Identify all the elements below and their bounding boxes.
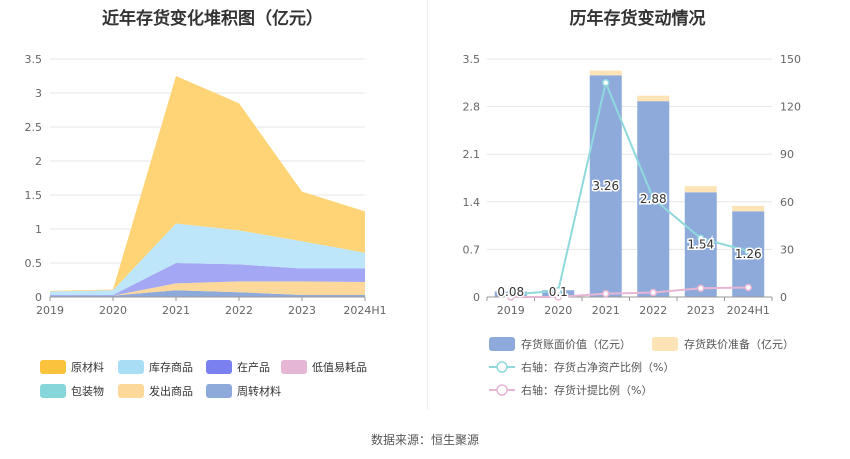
left-x-tick-label: 2022 — [225, 304, 253, 317]
left-x-tick-label: 2021 — [162, 304, 190, 317]
line-point-0 — [697, 234, 705, 243]
source-note: 数据来源：恒生聚源 — [370, 433, 479, 447]
legend-swatch-周转材料 — [206, 384, 232, 398]
line-point-1 — [649, 288, 657, 297]
left-x-tick-label: 2023 — [288, 304, 316, 317]
legend-marker-0 — [496, 361, 508, 373]
legend-label-impairment: 存货跌价准备（亿元） — [684, 337, 794, 351]
bar-data-label: 0.08 — [497, 285, 524, 299]
legend-label-发出商品: 发出商品 — [149, 384, 193, 398]
bar-impairment — [684, 186, 717, 193]
left-y-tick-label: 1 — [35, 223, 42, 236]
line-point-1 — [744, 283, 752, 292]
right-x-tick-label: 2024H1 — [727, 304, 770, 317]
right-y-right-tick-label: 90 — [780, 148, 794, 161]
left-x-tick-label: 2024H1 — [343, 304, 386, 317]
right-x-tick-label: 2021 — [592, 304, 620, 317]
line-point-1 — [602, 289, 610, 298]
legend-label-line-1: 右轴：存货计提比例（%） — [521, 383, 652, 397]
bar-impairment — [589, 70, 622, 76]
left-x-tick-label: 2019 — [36, 304, 64, 317]
panel-divider — [427, 0, 428, 410]
right-y-right-tick-label: 30 — [780, 243, 794, 256]
right-x-tick-label: 2023 — [687, 304, 715, 317]
bar-data-label: 3.26 — [592, 179, 619, 193]
bar-impairment — [637, 95, 670, 102]
line-point-0 — [649, 194, 657, 203]
legend-marker-1 — [496, 384, 508, 396]
line-point-0 — [744, 247, 752, 255]
line-point-0 — [602, 79, 610, 87]
legend-label-book-value: 存货账面价值（亿元） — [521, 337, 631, 351]
line-point-1 — [554, 293, 562, 301]
bar-impairment — [732, 205, 765, 212]
area-series-库存商品 — [50, 223, 365, 295]
legend-label-原材料: 原材料 — [71, 360, 104, 374]
legend-label-在产品: 在产品 — [237, 360, 270, 374]
line-point-1 — [697, 284, 705, 293]
legend-swatch-原材料 — [40, 360, 66, 374]
left-chart-title: 近年存货变化堆积图（亿元） — [102, 9, 323, 29]
line-series-0 — [510, 79, 749, 296]
bar-data-label: 0.1 — [549, 285, 568, 299]
right-y-left-tick-label: 0.7 — [463, 243, 481, 256]
legend-label-line-0: 右轴：存货占净资产比例（%） — [521, 360, 674, 374]
legend-swatch-在产品 — [206, 360, 232, 374]
legend-swatch-库存商品 — [118, 360, 144, 374]
legend-label-包装物: 包装物 — [71, 384, 104, 398]
area-series-在产品 — [50, 263, 365, 296]
bar-data-label: 1.54 — [687, 238, 714, 252]
legend-swatch-book-value — [489, 337, 515, 351]
left-y-tick-label: 1.5 — [25, 189, 43, 202]
left-y-tick-label: 2.5 — [25, 121, 43, 134]
right-x-tick-label: 2022 — [639, 304, 667, 317]
left-y-tick-label: 3 — [35, 87, 42, 100]
legend-swatch-低值易耗品 — [281, 360, 307, 374]
line-series-1 — [510, 286, 749, 298]
left-y-tick-label: 2 — [35, 155, 42, 168]
bar-data-label: 2.88 — [640, 192, 667, 206]
line-point-1 — [507, 293, 515, 301]
right-chart-title: 历年存货变动情况 — [569, 9, 706, 29]
area-series-发出商品 — [50, 281, 365, 296]
legend-label-低值易耗品: 低值易耗品 — [312, 361, 367, 374]
bar-data-label: 1.26 — [735, 247, 762, 261]
legend-swatch-发出商品 — [118, 384, 144, 398]
legend-label-库存商品: 库存商品 — [149, 360, 193, 374]
right-y-left-tick-label: 2.8 — [463, 101, 481, 114]
right-y-right-tick-label: 60 — [780, 196, 794, 209]
right-x-tick-label: 2020 — [544, 304, 572, 317]
right-y-left-tick-label: 0 — [473, 291, 480, 304]
left-y-tick-label: 3.5 — [25, 53, 43, 66]
right-y-left-tick-label: 2.1 — [463, 148, 481, 161]
right-y-right-tick-label: 150 — [780, 53, 801, 66]
right-y-right-tick-label: 0 — [780, 291, 787, 304]
legend-swatch-包装物 — [40, 384, 66, 398]
area-series-周转材料 — [50, 290, 365, 297]
left-y-tick-label: 0.5 — [25, 257, 43, 270]
area-series-原材料 — [50, 76, 365, 292]
left-y-tick-label: 0 — [35, 291, 42, 304]
legend-label-周转材料: 周转材料 — [237, 384, 281, 398]
legend-swatch-impairment — [652, 337, 678, 351]
right-y-left-tick-label: 1.4 — [463, 196, 481, 209]
left-x-tick-label: 2020 — [99, 304, 127, 317]
right-y-right-tick-label: 120 — [780, 101, 801, 114]
bar-book-value — [589, 75, 622, 297]
bar-book-value — [684, 192, 717, 297]
right-x-tick-label: 2019 — [497, 304, 525, 317]
right-y-left-tick-label: 3.5 — [463, 53, 481, 66]
